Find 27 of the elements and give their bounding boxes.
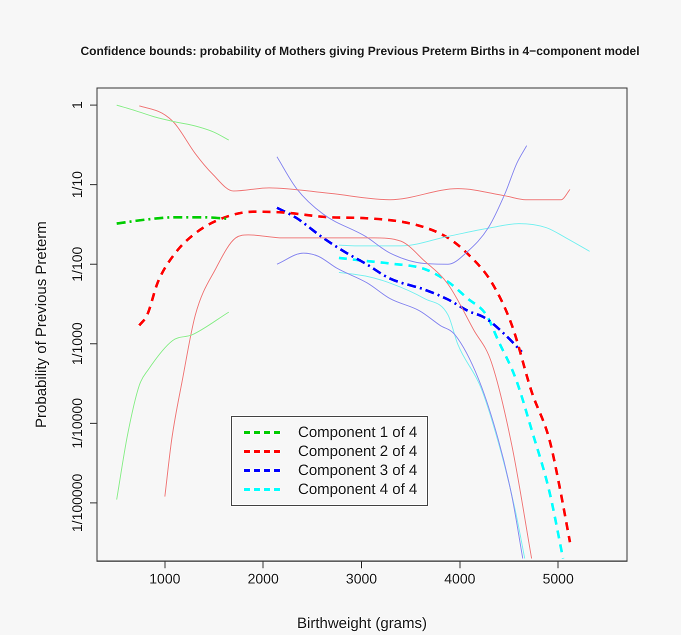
- x-axis-title: Birthweight (grams): [296, 615, 428, 632]
- x-tick-label: 2000: [248, 570, 279, 586]
- y-tick-label: 1/10: [68, 170, 85, 198]
- line-series: [164, 234, 532, 560]
- chart-title: Confidence bounds: probability of Mothers giving Previous Preterm Births in 4−component model: [80, 44, 640, 58]
- line-series: [116, 104, 230, 141]
- x-tick-label: 1000: [149, 570, 181, 586]
- y-tick-label: 1/10000: [68, 398, 85, 449]
- legend-label: Component 2 of 4: [298, 443, 418, 460]
- y-tick-label: 1/100000: [68, 473, 85, 532]
- legend-label: Component 1 of 4: [298, 424, 418, 442]
- y-tick-label: 1/1000: [68, 322, 85, 366]
- y-axis-title: Probability of Previous Preterm: [33, 221, 50, 428]
- x-tick-label: 3000: [346, 570, 378, 586]
- line-series: [116, 312, 230, 500]
- y-tick-label: 1/100: [68, 246, 85, 282]
- y-tick-label: 1: [68, 100, 85, 109]
- line-series: [276, 206, 524, 354]
- legend-label: Component 3 of 4: [298, 462, 418, 480]
- line-series: [338, 223, 590, 252]
- x-tick-label: 5000: [542, 570, 574, 586]
- x-tick-label: 4000: [444, 570, 476, 586]
- line-series: [138, 210, 572, 544]
- line-series: [138, 105, 570, 200]
- line-series: [276, 252, 524, 560]
- line-series: [276, 145, 528, 265]
- legend-label: Component 4 of 4: [298, 481, 418, 498]
